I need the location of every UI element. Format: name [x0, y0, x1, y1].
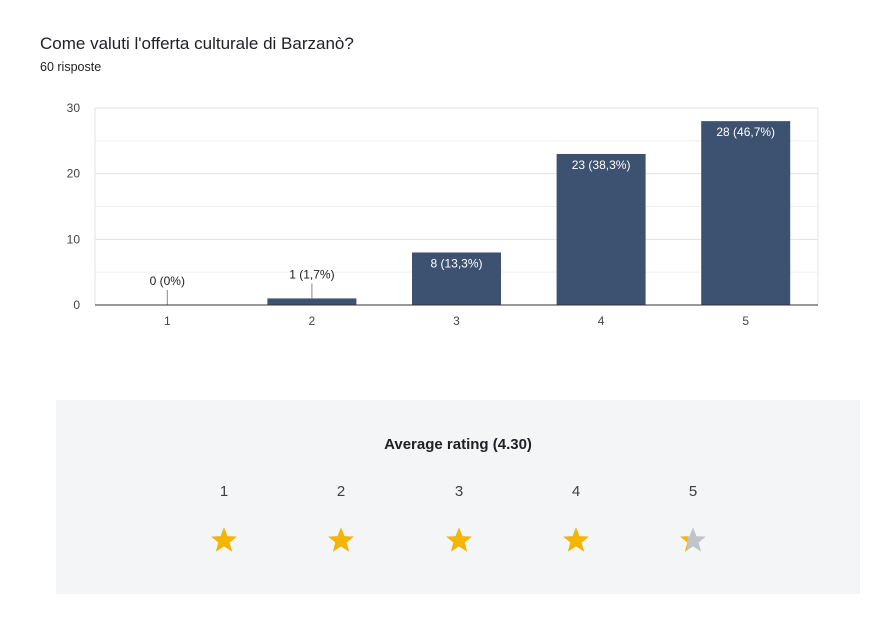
average-rating-title: Average rating (4.30) — [384, 436, 532, 453]
rating-column-2: 2 — [311, 482, 371, 554]
rating-label: 1 — [219, 483, 229, 500]
bar — [412, 252, 501, 305]
rating-column-1: 1 — [194, 482, 254, 554]
data-label: 1 (1,7%) — [289, 267, 334, 281]
rating-column-5: 5 — [663, 482, 723, 554]
data-label: 28 (46,7%) — [716, 125, 775, 139]
x-tick-label: 3 — [453, 314, 460, 328]
rating-column-3: 3 — [429, 482, 489, 554]
star-icon — [211, 527, 237, 552]
y-tick-label: 20 — [67, 167, 81, 181]
star-icon — [680, 527, 706, 552]
rating-label: 3 — [454, 483, 464, 500]
average-rating-panel: Average rating (4.30) 1 2 3 4 5 — [56, 400, 860, 594]
question-title: Come valuti l'offerta culturale di Barza… — [40, 34, 354, 53]
rating-label: 4 — [571, 483, 581, 500]
bar — [701, 121, 791, 305]
x-tick-label: 4 — [598, 314, 605, 328]
data-label: 0 (0%) — [150, 274, 185, 288]
x-tick-label: 1 — [164, 314, 171, 328]
y-tick-label: 30 — [67, 101, 81, 115]
rating-label: 2 — [336, 483, 346, 500]
rating-label: 5 — [688, 483, 698, 500]
data-label: 8 (13,3%) — [430, 256, 482, 270]
y-tick-label: 0 — [73, 298, 80, 312]
y-tick-label: 10 — [67, 232, 81, 246]
star-icon — [563, 527, 589, 552]
star-icon — [328, 527, 354, 552]
bar-chart: 0 10 20 30 0 (0%) 1 1 (1,7%) 2 8 (13,3%) 3 23 (38,… — [67, 101, 819, 328]
data-label: 23 (38,3%) — [572, 158, 631, 172]
rating-column-4: 4 — [546, 482, 606, 554]
response-count: 60 risposte — [40, 60, 102, 74]
star-icon — [446, 527, 472, 552]
x-tick-label: 2 — [309, 314, 316, 328]
bar — [267, 298, 357, 305]
bar — [556, 153, 646, 305]
x-tick-label: 5 — [742, 314, 749, 328]
